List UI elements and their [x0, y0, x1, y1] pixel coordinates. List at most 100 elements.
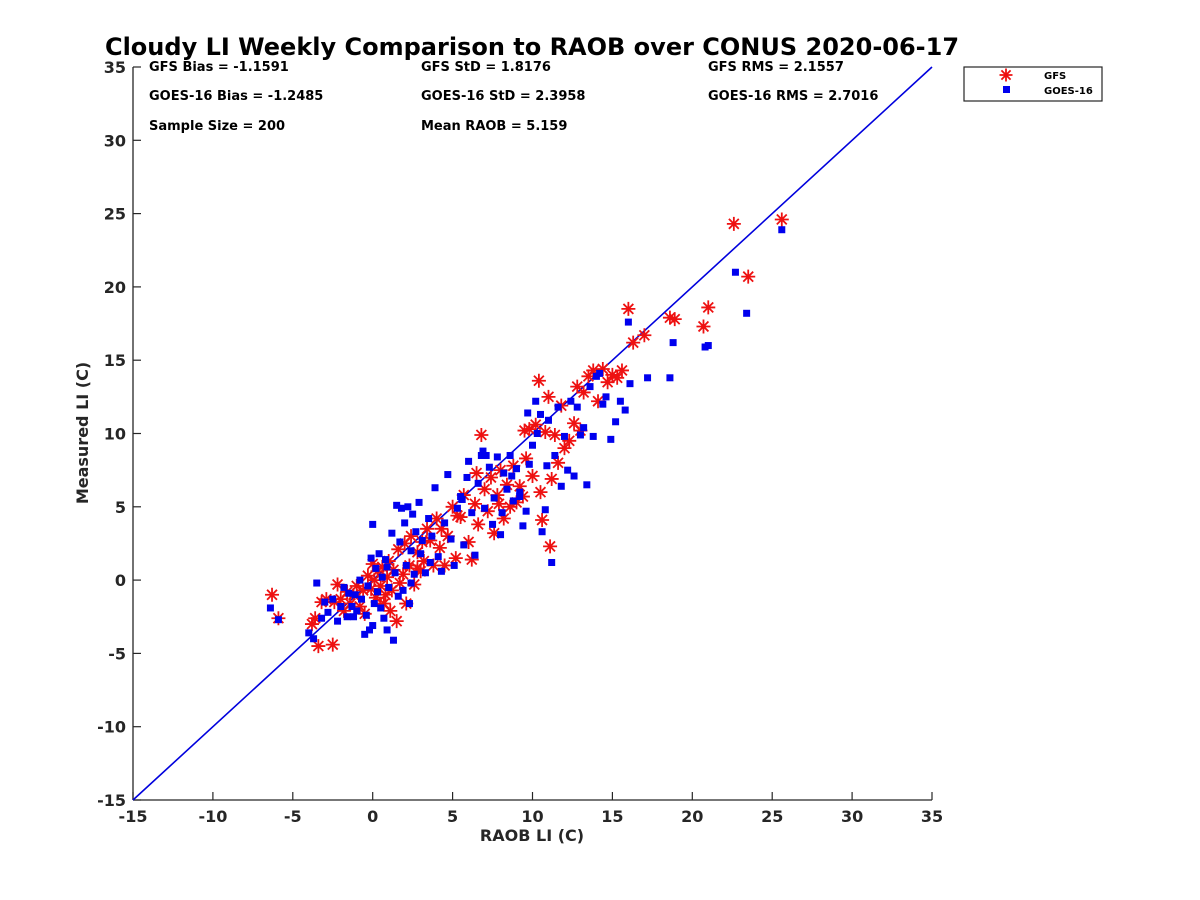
gfs-point: [349, 578, 364, 593]
goes16-point: [474, 479, 482, 487]
goes16-point: [465, 457, 473, 465]
goes16-point: [500, 469, 508, 477]
gfs-point: [420, 521, 435, 536]
x-tick-label: 10: [521, 807, 543, 826]
goes16-point: [616, 397, 624, 405]
gfs-point: [373, 578, 388, 593]
gfs-point: [621, 301, 636, 316]
gfs-point: [551, 455, 566, 470]
x-tick-label: 15: [601, 807, 623, 826]
stat-goes-rms: GOES-16 RMS = 2.7016: [708, 89, 878, 104]
gfs-point: [726, 216, 741, 231]
goes16-point: [353, 607, 361, 615]
gfs-point: [535, 512, 550, 527]
legend-box: [963, 66, 1103, 102]
goes16-point: [644, 374, 652, 382]
gfs-point: [445, 499, 460, 514]
goes16-point: [508, 472, 516, 480]
gfs-point: [368, 590, 383, 605]
goes16-point: [401, 519, 409, 527]
goes16-point: [482, 451, 490, 459]
goes16-point: [410, 570, 418, 578]
goes16-point: [778, 226, 786, 234]
goes16-point: [412, 528, 420, 536]
goes16-point: [503, 485, 511, 493]
gfs-point: [471, 517, 486, 532]
stat-gfs-bias: GFS Bias = -1.1591: [149, 60, 289, 75]
gfs-point: [591, 394, 606, 409]
goes16-point: [394, 592, 402, 600]
goes16-point: [509, 497, 517, 505]
y-tick-label: 30: [104, 131, 126, 150]
legend-goes16-label: GOES-16: [1044, 86, 1093, 97]
goes16-point: [544, 416, 552, 424]
x-tick-label: 5: [447, 807, 458, 826]
gfs-point: [265, 587, 280, 602]
goes16-point: [393, 501, 401, 509]
gfs-point: [304, 617, 319, 632]
goes16-point: [519, 522, 527, 530]
goes16-point: [274, 616, 282, 624]
goes16-point: [516, 488, 524, 496]
gfs-point: [450, 508, 465, 523]
gfs-point: [570, 379, 585, 394]
goes16-point: [532, 397, 540, 405]
gfs-point: [533, 485, 548, 500]
stats-annotations: GFS Bias = -1.1591 GFS StD = 1.8176 GFS …: [149, 60, 878, 134]
legend: GFS GOES-16: [963, 66, 1103, 102]
stat-sample-size: Sample Size = 200: [149, 119, 285, 134]
gfs-point: [376, 596, 391, 611]
stat-gfs-std: GFS StD = 1.8176: [421, 60, 551, 75]
gfs-point: [701, 300, 716, 315]
goes16-point: [385, 583, 393, 591]
x-tick-label: -15: [119, 807, 148, 826]
goes16-point: [463, 473, 471, 481]
y-tick-label: 15: [104, 351, 126, 370]
goes16-point: [525, 460, 533, 468]
y-tick-label: -15: [97, 791, 126, 810]
goes16-point: [471, 551, 479, 559]
gfs-point: [662, 310, 677, 325]
goes16-point: [340, 583, 348, 591]
gfs-point: [410, 561, 425, 576]
goes16-point: [310, 635, 318, 643]
y-axis-label: Measured LI (C): [73, 362, 92, 504]
goes16-point: [388, 529, 396, 537]
gfs-point: [437, 558, 452, 573]
goes16-point: [351, 591, 359, 599]
y-tick-label: 5: [115, 498, 126, 517]
goes16-point: [447, 535, 455, 543]
gfs-point: [434, 521, 449, 536]
goes16-point: [343, 613, 351, 621]
gfs-point: [383, 603, 398, 618]
gfs-point: [325, 637, 340, 652]
x-tick-label: 20: [681, 807, 703, 826]
gfs-point: [429, 511, 444, 526]
gfs-point: [562, 433, 577, 448]
gfs-point: [423, 533, 438, 548]
goes16-point: [402, 561, 410, 569]
goes16-point: [468, 509, 476, 517]
goes16-point: [407, 579, 415, 587]
gfs-point: [453, 510, 468, 525]
gfs-point: [467, 496, 482, 511]
goes16-point: [497, 531, 505, 539]
x-tick-label: 30: [841, 807, 863, 826]
goes16-point: [481, 504, 489, 512]
goes16-point: [538, 528, 546, 536]
gfs-point: [517, 423, 532, 438]
goes16-point: [460, 541, 468, 549]
gfs-point: [491, 496, 506, 511]
y-tick-label: -5: [108, 644, 126, 663]
y-tick-label: 20: [104, 278, 126, 297]
gfs-point: [336, 603, 351, 618]
goes16-point: [533, 430, 541, 437]
y-tick-label: 25: [104, 205, 126, 224]
gfs-point: [503, 499, 518, 514]
legend-gfs-label: GFS: [1044, 71, 1066, 82]
y-ticks: -15 -10 -5 0 5 10 15 20 25 30 35: [97, 58, 141, 810]
goes16-point: [485, 463, 493, 471]
gfs-point: [416, 554, 431, 569]
goes16-point: [573, 403, 581, 411]
goes16-point: [554, 403, 562, 411]
